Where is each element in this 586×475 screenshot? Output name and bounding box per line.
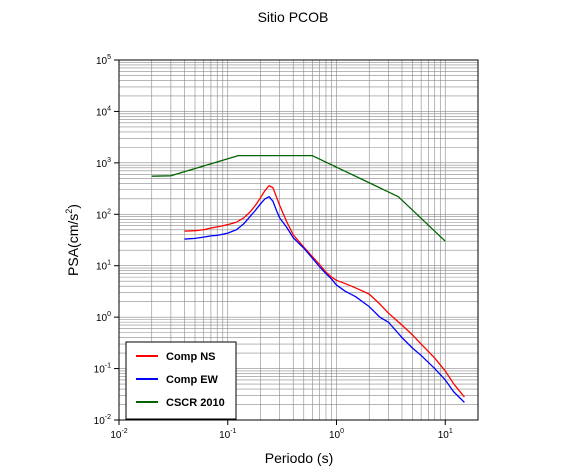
y-tick-label: 101 xyxy=(96,260,111,273)
x-tick-label: 100 xyxy=(329,428,344,441)
x-axis-label: Periodo (s) xyxy=(265,450,333,466)
series-line-cscr-2010 xyxy=(151,155,446,242)
grid xyxy=(118,59,479,421)
x-tick-label: 101 xyxy=(438,428,453,441)
plot-border xyxy=(118,59,479,421)
legend-label: Comp EW xyxy=(166,374,219,386)
plot-frame xyxy=(118,59,479,421)
y-axis-ticks: 10-2 10-1 100 101 102 103 104 105 xyxy=(94,54,119,427)
series-line-comp-ew xyxy=(184,196,465,403)
y-tick-label: 102 xyxy=(96,208,111,221)
y-axis-label-exponent: 2 xyxy=(64,209,74,214)
legend-label: Comp NS xyxy=(166,351,216,363)
y-tick-label: 10-2 xyxy=(94,414,111,427)
x-tick-label: 10-1 xyxy=(219,428,236,441)
y-tick-label: 103 xyxy=(96,157,111,170)
y-axis-label-end: ) xyxy=(65,204,81,209)
x-axis-ticks: 10-2 10-1 100 101 xyxy=(110,420,453,441)
chart-title: Sitio PCOB xyxy=(258,9,329,25)
y-axis-label: PSA(cm/s2) xyxy=(64,204,81,276)
legend-box xyxy=(125,341,237,420)
series-layer xyxy=(151,155,465,403)
x-tick-label: 10-2 xyxy=(110,428,127,441)
y-tick-label: 104 xyxy=(96,105,111,118)
y-tick-label: 10-1 xyxy=(94,363,111,376)
y-tick-label: 100 xyxy=(96,311,111,324)
y-axis-label-base: PSA(cm/s xyxy=(65,214,81,276)
series-line-comp-ns xyxy=(184,185,465,398)
legend-label: CSCR 2010 xyxy=(166,397,225,409)
y-tick-label: 105 xyxy=(96,54,111,67)
legend: Comp NS Comp EW CSCR 2010 xyxy=(125,341,237,420)
